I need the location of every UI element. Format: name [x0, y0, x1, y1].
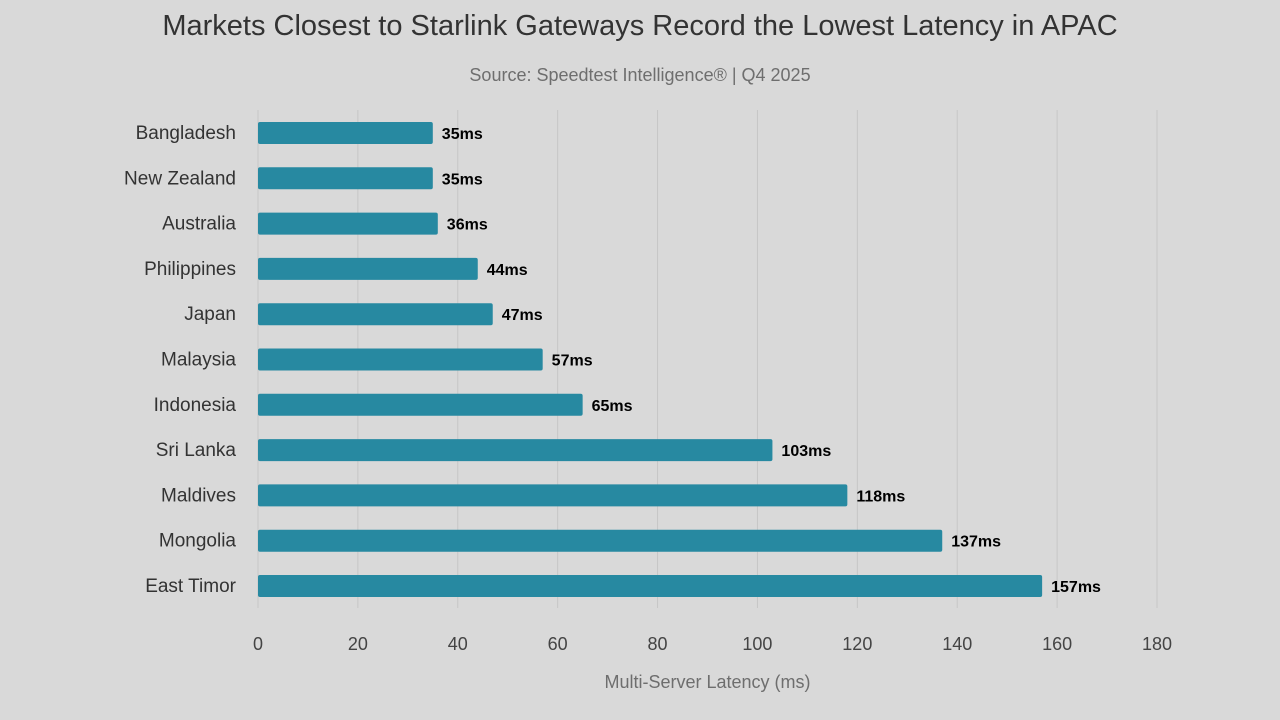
data-label: 44ms — [487, 262, 528, 279]
x-tick-label: 100 — [742, 634, 772, 654]
x-tick-label: 60 — [548, 634, 568, 654]
bar — [258, 348, 543, 371]
data-label: 47ms — [502, 307, 543, 324]
category-label: Japan — [184, 304, 236, 325]
category-label: Malaysia — [161, 350, 236, 371]
bar — [258, 167, 433, 190]
bar — [258, 212, 438, 235]
category-label: Philippines — [144, 259, 236, 280]
x-tick-label: 40 — [448, 634, 468, 654]
data-label: 57ms — [552, 353, 593, 370]
x-tick-label: 80 — [648, 634, 668, 654]
data-label: 65ms — [592, 398, 633, 415]
category-label: Mongolia — [159, 531, 237, 552]
bar — [258, 122, 433, 144]
chart-subtitle: Source: Speedtest Intelligence® | Q4 202… — [469, 65, 811, 85]
x-tick-label: 180 — [1142, 634, 1172, 654]
x-tick-label: 20 — [348, 634, 368, 654]
data-label: 35ms — [442, 126, 483, 143]
chart-title: Markets Closest to Starlink Gateways Rec… — [162, 10, 1118, 42]
data-label: 137ms — [951, 534, 1001, 551]
category-label: New Zealand — [124, 168, 236, 189]
category-label: Australia — [162, 214, 236, 235]
x-tick-label: 0 — [253, 634, 263, 654]
bar — [258, 257, 478, 280]
bar — [258, 393, 583, 416]
x-axis-title: Multi-Server Latency (ms) — [604, 672, 811, 692]
data-label: 118ms — [856, 488, 905, 505]
bar — [258, 575, 1043, 597]
data-label: 157ms — [1051, 579, 1101, 596]
category-label: East Timor — [145, 576, 236, 597]
bar — [258, 303, 493, 326]
data-labels: 35ms 35ms 36ms 44ms 47ms 57ms 65ms 103ms 118ms 13… — [442, 126, 1101, 596]
category-label: Bangladesh — [136, 123, 236, 144]
bar — [258, 484, 848, 507]
x-axis-ticks: 0 20 40 60 80 100 120 140 160 180 — [253, 634, 1172, 654]
data-label: 103ms — [781, 443, 831, 460]
bar — [258, 439, 773, 462]
bars — [258, 122, 1043, 597]
data-label: 35ms — [442, 171, 483, 188]
x-tick-label: 140 — [942, 634, 972, 654]
category-label: Maldives — [161, 485, 236, 506]
x-tick-label: 160 — [1042, 634, 1072, 654]
category-label: Sri Lanka — [156, 440, 237, 461]
category-label: Indonesia — [154, 395, 237, 416]
data-label: 36ms — [447, 217, 488, 234]
bar — [258, 529, 943, 552]
x-tick-label: 120 — [842, 634, 872, 654]
category-labels: Bangladesh New Zealand Australia Philippine… — [124, 123, 237, 597]
